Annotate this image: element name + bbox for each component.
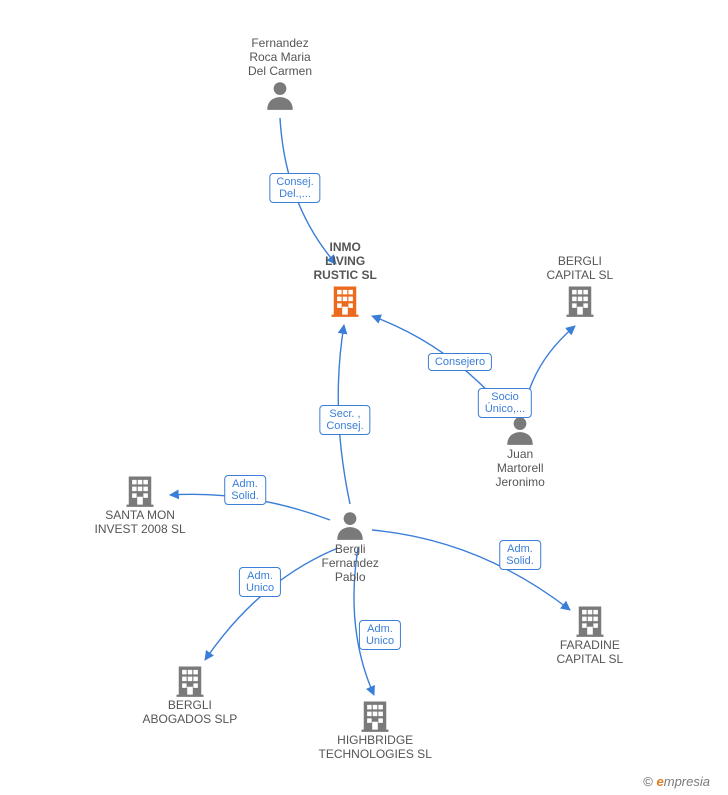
edge-label-bergli_fernandez-faradine: Adm. Solid.: [499, 540, 541, 570]
node-inmo_living[interactable]: INMO LIVING RUSTIC SL: [314, 240, 377, 318]
company-icon: [319, 697, 432, 733]
edge-label-bergli_fernandez-inmo_living: Secr. , Consej.: [319, 405, 370, 435]
edges-layer: [0, 0, 728, 795]
node-label: Bergli Fernandez Pablo: [322, 542, 379, 584]
node-label: Juan Martorell Jeronimo: [496, 447, 545, 489]
node-label: HIGHBRIDGE TECHNOLOGIES SL: [319, 733, 432, 761]
person-icon: [322, 508, 379, 542]
company-icon: [547, 282, 614, 318]
edge-label-fernandez_roca-inmo_living: Consej. Del.,...: [269, 173, 320, 203]
company-icon: [95, 472, 186, 508]
node-label: FARADINE CAPITAL SL: [557, 638, 624, 666]
edge-label-juan_martorell-bergli_capital: Socio Único,...: [478, 388, 532, 418]
edge-juan_martorell-bergli_capital: [525, 326, 575, 405]
node-juan_martorell[interactable]: Juan Martorell Jeronimo: [496, 413, 545, 489]
node-label: INMO LIVING RUSTIC SL: [314, 240, 377, 282]
node-bergli_abogados[interactable]: BERGLI ABOGADOS SLP: [143, 662, 238, 726]
edge-label-bergli_fernandez-bergli_abogados: Adm. Unico: [239, 567, 281, 597]
person-icon: [248, 78, 312, 112]
company-icon: [143, 662, 238, 698]
company-icon: [314, 282, 377, 318]
brand-first-letter: e: [657, 774, 664, 789]
diagram-canvas: Fernandez Roca Maria Del Carmen INMO LIV…: [0, 0, 728, 795]
person-icon: [496, 413, 545, 447]
copyright: © empresia: [643, 774, 710, 789]
brand-rest: mpresia: [664, 774, 710, 789]
node-bergli_capital[interactable]: BERGLI CAPITAL SL: [547, 254, 614, 318]
edge-label-bergli_fernandez-highbridge: Adm. Unico: [359, 620, 401, 650]
company-icon: [557, 602, 624, 638]
node-highbridge[interactable]: HIGHBRIDGE TECHNOLOGIES SL: [319, 697, 432, 761]
edge-label-juan_martorell-inmo_living: Consejero: [428, 353, 492, 371]
node-label: Fernandez Roca Maria Del Carmen: [248, 36, 312, 78]
node-label: BERGLI ABOGADOS SLP: [143, 698, 238, 726]
node-santa_mon[interactable]: SANTA MON INVEST 2008 SL: [95, 472, 186, 536]
node-label: SANTA MON INVEST 2008 SL: [95, 508, 186, 536]
edge-bergli_fernandez-bergli_abogados: [205, 548, 338, 660]
copyright-symbol: ©: [643, 774, 653, 789]
edge-label-bergli_fernandez-santa_mon: Adm. Solid.: [224, 475, 266, 505]
node-faradine[interactable]: FARADINE CAPITAL SL: [557, 602, 624, 666]
node-fernandez_roca[interactable]: Fernandez Roca Maria Del Carmen: [248, 36, 312, 112]
node-bergli_fernandez[interactable]: Bergli Fernandez Pablo: [322, 508, 379, 584]
node-label: BERGLI CAPITAL SL: [547, 254, 614, 282]
